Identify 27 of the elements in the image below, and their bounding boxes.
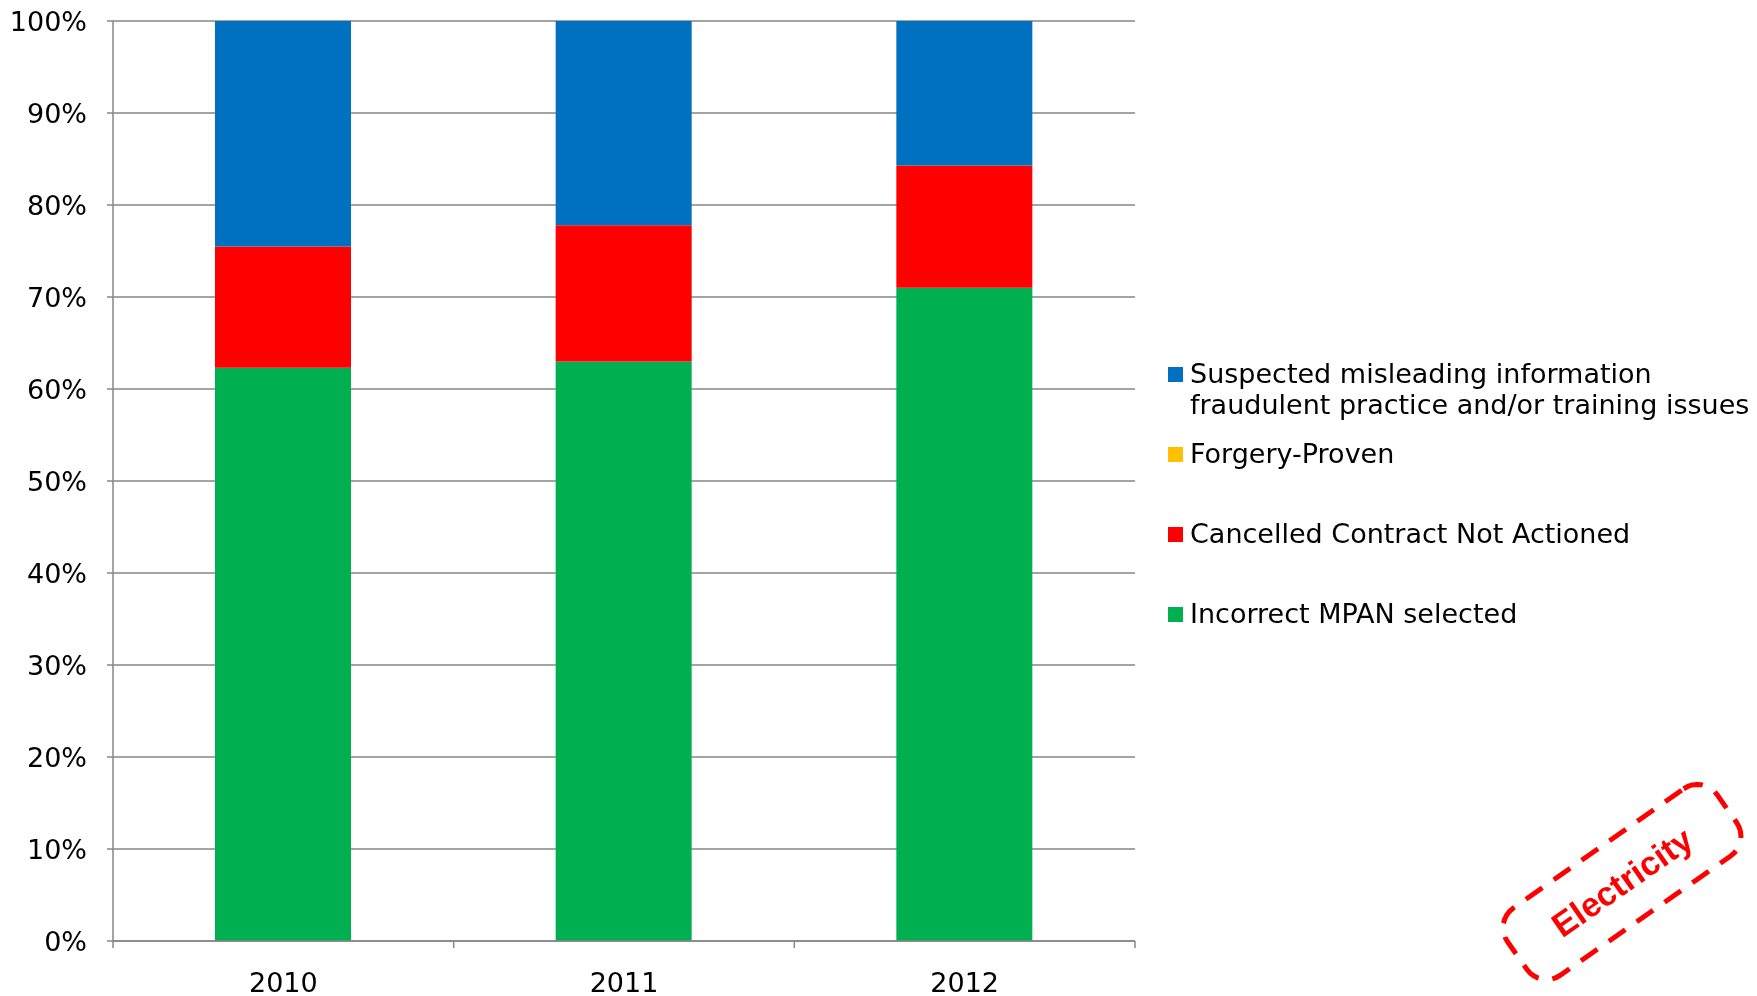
bar: [215, 21, 351, 247]
y-tick-label: 80%: [26, 189, 87, 221]
x-tick-label: 2010: [248, 967, 318, 996]
y-tick-label: 10%: [26, 833, 87, 865]
x-tick-label: 2012: [930, 967, 1000, 996]
bar: [555, 361, 692, 941]
y-tick-label: 40%: [26, 557, 87, 589]
bar: [215, 246, 351, 368]
y-tick-label: 0%: [44, 925, 87, 957]
y-tick-label: 20%: [26, 741, 87, 773]
bar: [896, 165, 1033, 288]
bar: [215, 367, 351, 941]
legend-label: Incorrect MPAN selected: [1190, 598, 1518, 629]
bar: [555, 21, 692, 226]
legend-label: Forgery-Proven: [1190, 438, 1395, 469]
y-tick-label: 60%: [26, 373, 87, 405]
y-tick-label: 100%: [9, 5, 87, 37]
x-tick-label: 2011: [589, 967, 659, 996]
bar: [896, 287, 1033, 941]
y-tick-label: 30%: [26, 649, 87, 681]
legend-label: Suspected misleading information fraudulent practice and/or training issues: [1190, 358, 1751, 420]
y-tick-label: 70%: [26, 281, 87, 313]
y-tick-label: 50%: [26, 465, 87, 497]
legend-label: Cancelled Contract Not Actioned: [1190, 518, 1631, 549]
bar: [896, 21, 1033, 166]
y-tick-label: 90%: [26, 97, 87, 129]
bar: [555, 225, 692, 362]
